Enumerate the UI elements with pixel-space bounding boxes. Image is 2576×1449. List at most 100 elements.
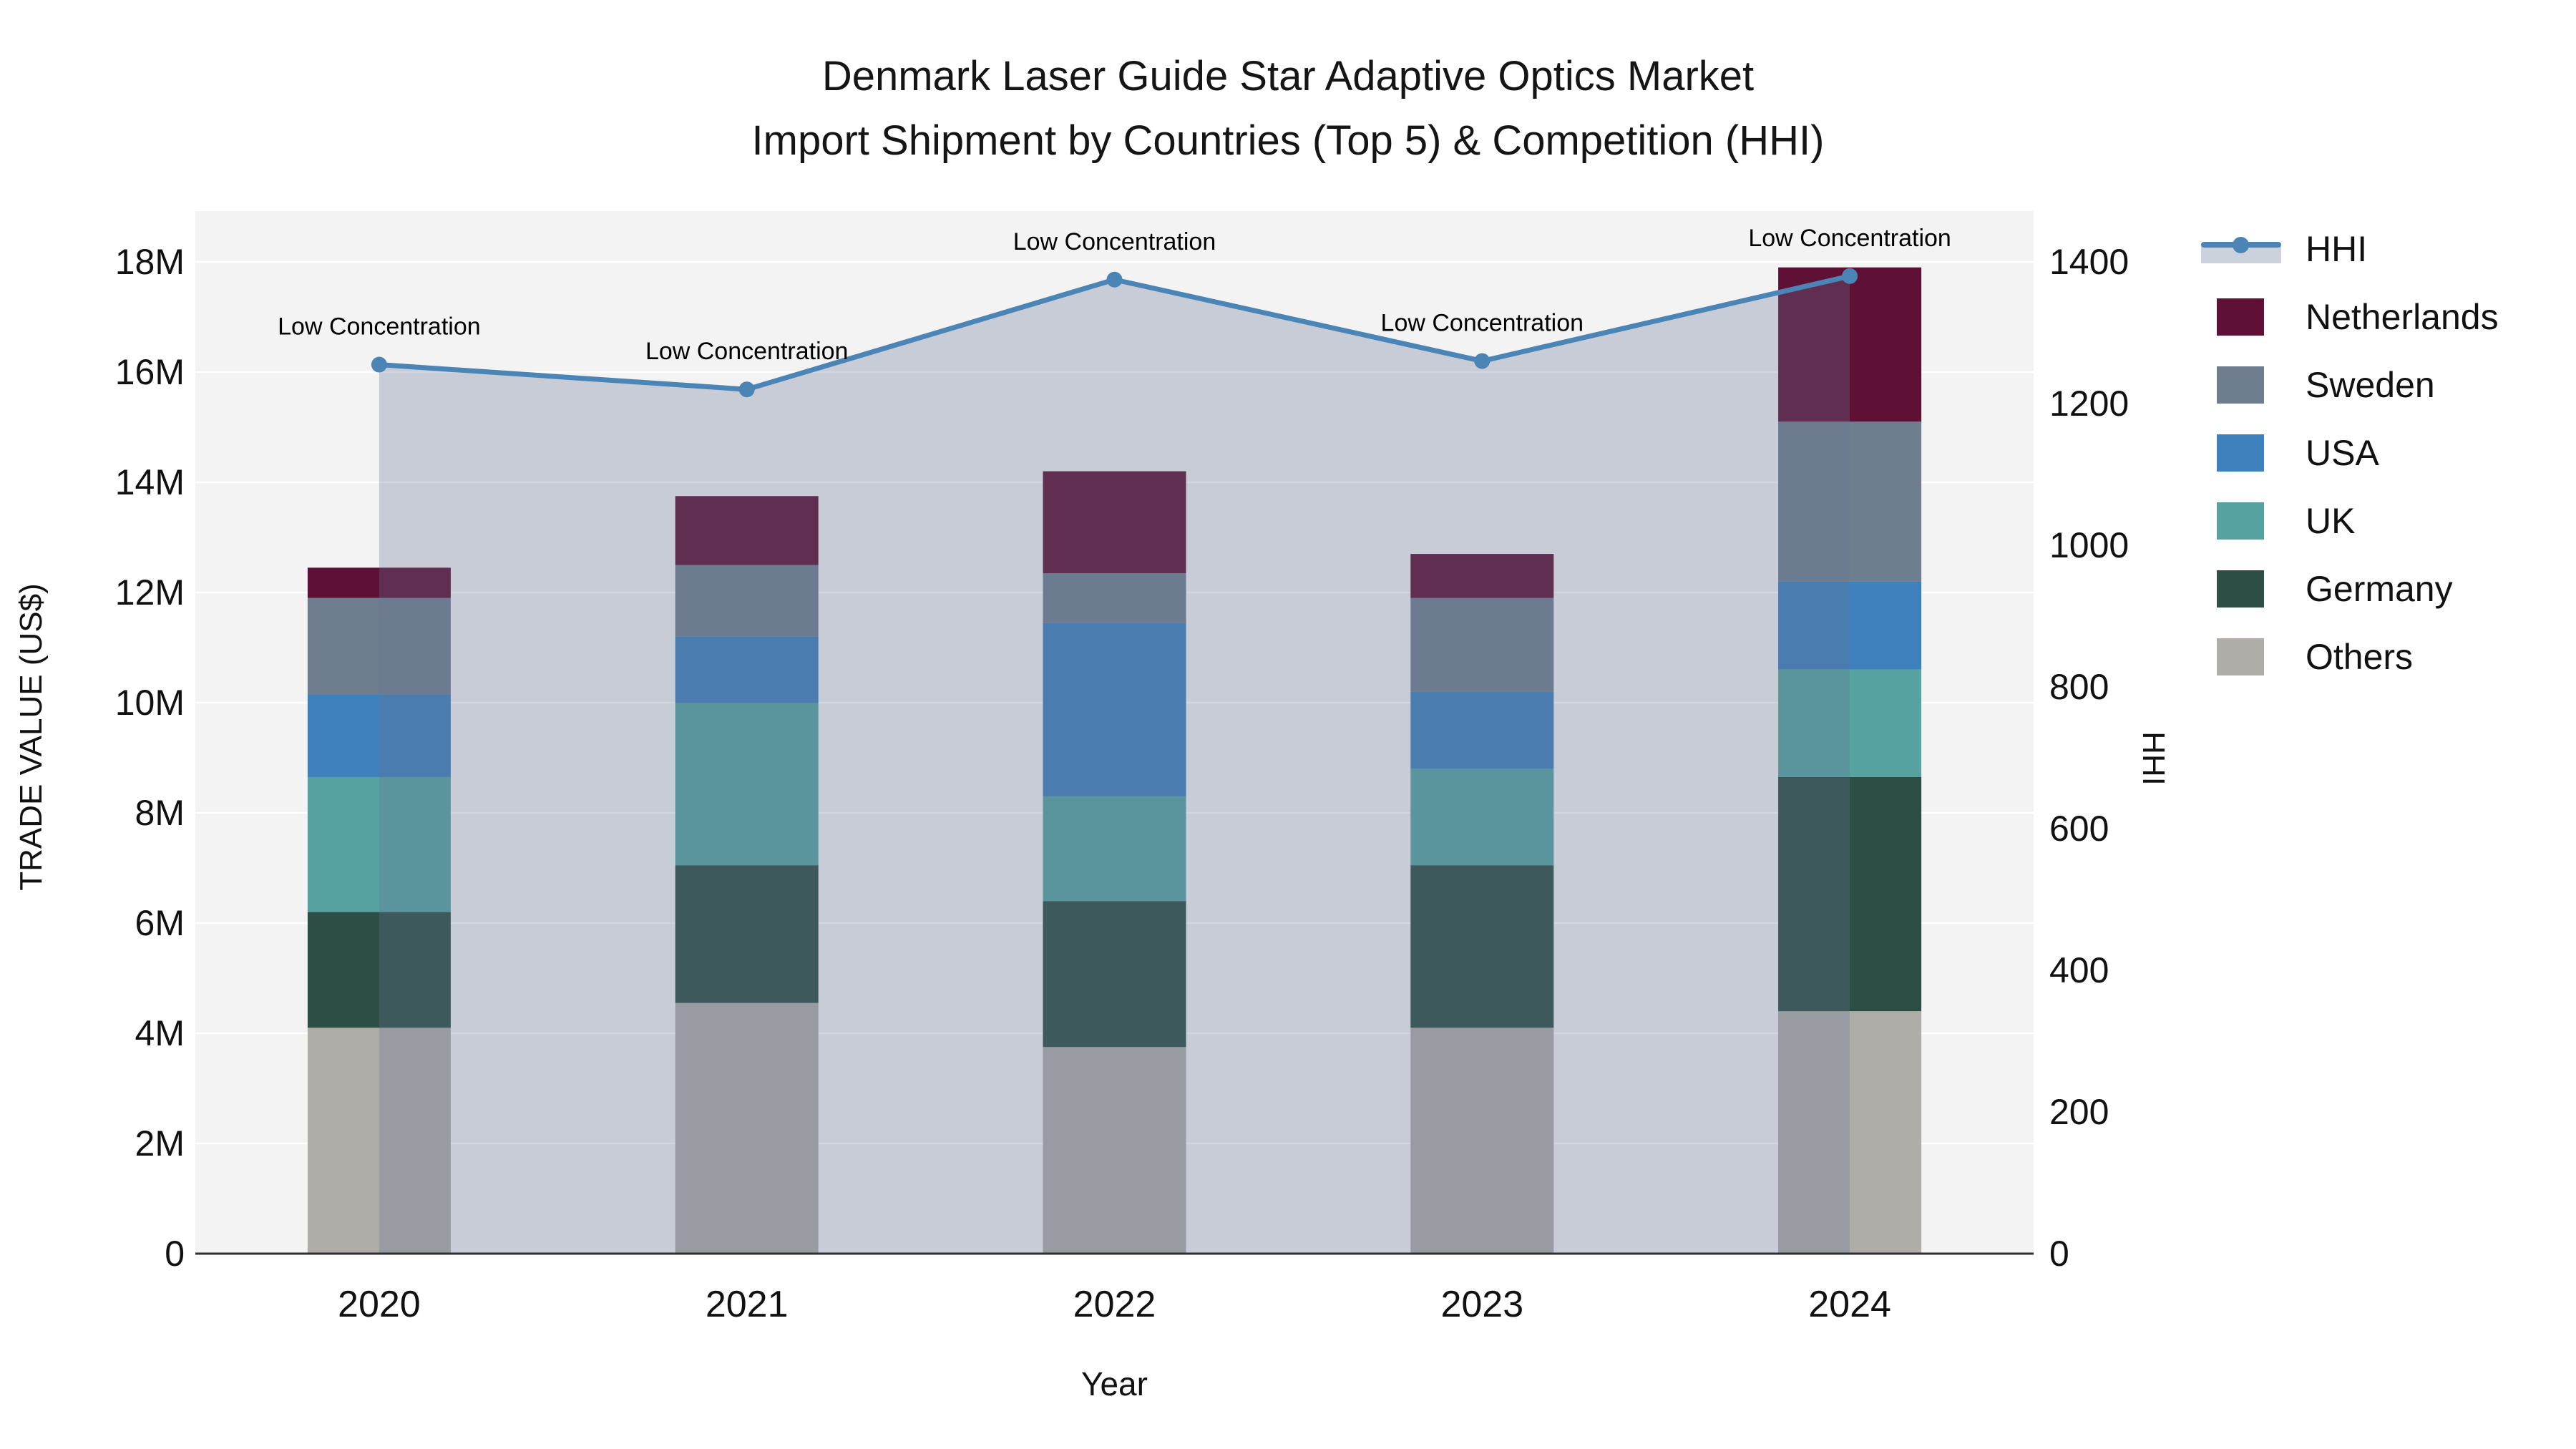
y-right-tick-200: 200 [2049, 1092, 2109, 1132]
legend-label-sweden: Sweden [2306, 364, 2435, 405]
y-left-tick-8M: 8M [135, 793, 185, 833]
bar-segment-2020-Netherlands[interactable] [307, 567, 451, 598]
hhi-area-fill [379, 275, 1850, 1254]
hhi-marker-2023[interactable] [1474, 353, 1491, 369]
y-right-tick-800: 800 [2049, 667, 2109, 707]
bar-segment-2023-USA[interactable] [1410, 691, 1554, 769]
bar-segment-2023-Germany[interactable] [1410, 865, 1554, 1028]
stacked-bars-group [307, 267, 1922, 1254]
y-left-tick-10M: 10M [115, 683, 185, 723]
y-left-tick-14M: 14M [115, 462, 185, 502]
y-left-tick-18M: 18M [115, 242, 185, 282]
legend-swatch-sweden [2217, 366, 2264, 404]
y-right-tick-1200: 1200 [2049, 384, 2129, 424]
bar-segment-2021-Netherlands[interactable] [675, 496, 819, 565]
bar-segment-2024-Netherlands[interactable] [1778, 267, 1922, 422]
bar-segment-2021-USA[interactable] [675, 636, 819, 703]
bar-segment-2023-Netherlands[interactable] [1410, 554, 1554, 598]
y-left-tick-12M: 12M [115, 572, 185, 613]
bar-segment-2020-Germany[interactable] [307, 912, 451, 1028]
legend-swatch-netherlands [2217, 298, 2264, 336]
hhi-area-fill-group [379, 275, 1850, 1254]
bar-segment-2022-Germany[interactable] [1043, 901, 1186, 1048]
legend-swatch-germany [2217, 570, 2264, 608]
bar-segment-2020-UK[interactable] [307, 776, 451, 912]
legend-hhi-line-icon [2201, 230, 2281, 268]
legend-label-uk: UK [2306, 500, 2356, 541]
legend-item-netherlands[interactable]: Netherlands [2191, 283, 2576, 351]
bar-segment-2024-Others[interactable] [1778, 1011, 1922, 1254]
annotation-2021: Low Concentration [645, 338, 849, 365]
y-left-tick-6M: 6M [135, 903, 185, 943]
bar-segment-2022-Others[interactable] [1043, 1047, 1186, 1254]
chart-title-line2: Import Shipment by Countries (Top 5) & C… [751, 117, 1825, 164]
bar-segment-2021-Others[interactable] [675, 1002, 819, 1254]
legend-swatch-usa [2217, 434, 2264, 472]
annotation-2020: Low Concentration [278, 313, 481, 341]
legend-item-others[interactable]: Others [2191, 623, 2576, 691]
annotation-2024: Low Concentration [1748, 225, 1951, 252]
bar-segment-2022-UK[interactable] [1043, 796, 1186, 902]
x-axis-title: Year [1081, 1365, 1148, 1402]
bar-segment-2020-Sweden[interactable] [307, 597, 451, 695]
x-tick-2020: 2020 [338, 1284, 421, 1325]
axes-group: 0 2M 4M 6M 8M 10M 12M 14M 16M 18M 0 200 400 600 800 100… [14, 242, 2171, 1402]
y-left-tick-0: 0 [165, 1234, 185, 1274]
legend-item-germany[interactable]: Germany [2191, 555, 2576, 623]
bar-segment-2024-UK[interactable] [1778, 669, 1922, 777]
chart-title: Denmark Laser Guide Star Adaptive Optics… [0, 44, 2576, 173]
annotation-2023: Low Concentration [1381, 310, 1584, 337]
x-tick-2023: 2023 [1440, 1284, 1523, 1325]
legend-label-germany: Germany [2306, 568, 2453, 609]
hhi-line-group [371, 268, 1858, 398]
bar-segment-2024-USA[interactable] [1778, 581, 1922, 670]
bar-segment-2023-Others[interactable] [1410, 1028, 1554, 1254]
bar-segment-2020-Others[interactable] [307, 1028, 451, 1254]
bar-segment-2023-Sweden[interactable] [1410, 597, 1554, 692]
hhi-marker-2024[interactable] [1842, 268, 1858, 284]
legend-label-netherlands: Netherlands [2306, 296, 2499, 337]
bar-segment-2024-Sweden[interactable] [1778, 421, 1922, 582]
annotation-2022: Low Concentration [1013, 228, 1216, 255]
y-right-tick-0: 0 [2049, 1234, 2069, 1274]
y-right-tick-1000: 1000 [2049, 525, 2129, 565]
x-tick-2024: 2024 [1808, 1284, 1891, 1325]
legend-label-usa: USA [2306, 432, 2379, 473]
legend-item-uk[interactable]: UK [2191, 487, 2576, 555]
legend-item-hhi[interactable]: HHI [2191, 215, 2576, 283]
bar-segment-2024-Germany[interactable] [1778, 776, 1922, 1012]
x-tick-2022: 2022 [1073, 1284, 1156, 1325]
x-tick-2021: 2021 [706, 1284, 789, 1325]
hhi-marker-2021[interactable] [738, 381, 755, 398]
bar-segment-2022-Sweden[interactable] [1043, 573, 1186, 623]
bar-segment-2023-UK[interactable] [1410, 769, 1554, 866]
bar-segment-2021-UK[interactable] [675, 703, 819, 866]
y-left-tick-16M: 16M [115, 352, 185, 392]
legend-item-sweden[interactable]: Sweden [2191, 351, 2576, 419]
bar-segment-2021-Germany[interactable] [675, 865, 819, 1003]
chart-title-line1: Denmark Laser Guide Star Adaptive Optics… [821, 53, 1755, 99]
legend-swatch-others [2217, 638, 2264, 675]
y-left-tick-4M: 4M [135, 1013, 185, 1053]
bar-segment-2022-Netherlands[interactable] [1043, 471, 1186, 574]
legend-label-others: Others [2306, 636, 2414, 677]
legend-swatch-uk [2217, 502, 2264, 540]
legend-label-hhi: HHI [2306, 228, 2368, 269]
bar-segment-2020-USA[interactable] [307, 694, 451, 777]
bar-segment-2022-USA[interactable] [1043, 623, 1186, 796]
legend-item-usa[interactable]: USA [2191, 419, 2576, 487]
hhi-marker-2020[interactable] [371, 356, 387, 373]
chart-legend: HHI Netherlands Sweden USA UK Germany Others [2191, 215, 2576, 691]
y-left-axis-title: TRADE VALUE (US$) [14, 583, 49, 891]
bar-segment-2021-Sweden[interactable] [675, 565, 819, 637]
legend-hhi-marker-icon [2233, 236, 2249, 253]
y-right-axis-title: HHI [2136, 731, 2171, 786]
hhi-marker-2022[interactable] [1106, 271, 1123, 288]
y-right-tick-1400: 1400 [2049, 242, 2129, 282]
y-right-tick-400: 400 [2049, 950, 2109, 990]
y-right-tick-600: 600 [2049, 809, 2109, 849]
y-left-tick-2M: 2M [135, 1123, 185, 1163]
annotations-group: Low Concentration Low Concentration Low Co… [278, 225, 1951, 365]
